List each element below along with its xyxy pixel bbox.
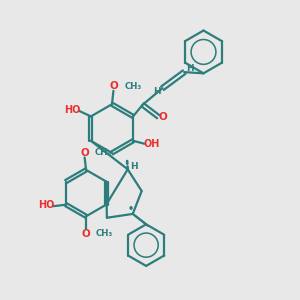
Text: HO: HO: [38, 200, 55, 210]
Text: O: O: [82, 229, 91, 238]
Polygon shape: [133, 214, 148, 226]
Text: O: O: [109, 81, 118, 92]
Text: CH₃: CH₃: [94, 148, 112, 157]
Text: CH₃: CH₃: [96, 229, 113, 238]
Text: H: H: [153, 87, 160, 96]
Text: H: H: [186, 64, 194, 73]
Text: H: H: [130, 162, 138, 171]
Text: •: •: [127, 204, 134, 214]
Text: OH: OH: [143, 140, 160, 149]
Text: HO: HO: [64, 105, 81, 115]
Text: O: O: [80, 148, 89, 158]
Text: O: O: [158, 112, 167, 122]
Text: CH₃: CH₃: [124, 82, 142, 91]
